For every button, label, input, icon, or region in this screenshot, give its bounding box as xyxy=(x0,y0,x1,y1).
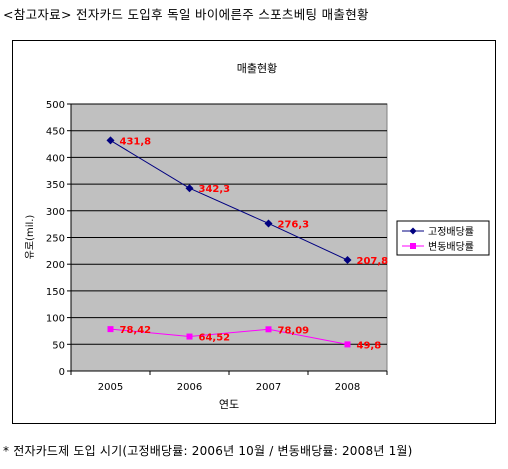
data-label: 207,8 xyxy=(357,256,389,267)
legend-marker xyxy=(409,227,417,235)
x-tick-label: 2008 xyxy=(335,382,360,393)
footnote: * 전자카드제 도입 시기(고정배당률: 2006년 10월 / 변동배당률: … xyxy=(3,444,413,458)
data-label: 431,8 xyxy=(120,136,152,147)
data-label: 78,42 xyxy=(120,325,152,336)
y-tick-label: 50 xyxy=(52,340,65,351)
y-tick-label: 300 xyxy=(46,207,65,218)
data-point xyxy=(344,341,351,348)
y-tick-label: 450 xyxy=(46,127,65,138)
x-tick-label: 2006 xyxy=(177,382,202,393)
data-label: 49,8 xyxy=(357,340,382,351)
legend-label: 고정배당률 xyxy=(428,226,474,238)
data-label: 78,09 xyxy=(278,325,310,336)
data-label: 342,3 xyxy=(199,184,231,195)
legend-marker xyxy=(410,243,416,249)
y-tick-label: 200 xyxy=(46,260,65,271)
data-point xyxy=(265,326,272,333)
series-group xyxy=(106,136,352,348)
data-labels: 431,8 342,3 276,3 207,8 78,42 64,52 78,09 49,8 xyxy=(120,136,389,351)
series-line xyxy=(110,139,348,261)
data-point xyxy=(107,326,114,333)
x-axis-label: 연도 xyxy=(219,398,239,411)
data-point xyxy=(343,256,352,265)
x-axis-ticks: 2005 2006 2007 2008 xyxy=(70,371,388,393)
data-point xyxy=(186,333,193,340)
y-tick-label: 400 xyxy=(46,153,65,164)
legend-box xyxy=(396,220,490,256)
y-tick-label: 100 xyxy=(46,314,65,325)
y-tick-label: 250 xyxy=(46,234,65,245)
legend-label: 변동배당률 xyxy=(428,241,474,253)
data-point xyxy=(264,219,273,228)
data-label: 64,52 xyxy=(199,333,231,344)
sales-line-chart: 매출현황 0 50 100 150 200 250 300 350 400 450 500 2005… xyxy=(24,62,490,411)
y-tick-label: 150 xyxy=(46,287,65,298)
chart-title: 매출현황 xyxy=(237,62,277,75)
data-label: 276,3 xyxy=(278,219,310,230)
chart-container: 매출현황 0 50 100 150 200 250 300 350 400 450 500 2005… xyxy=(12,40,496,424)
page-heading: <참고자료> 전자카드 도입후 독일 바이에른주 스포츠베팅 매출현황 xyxy=(3,7,369,22)
data-point xyxy=(106,136,115,145)
y-tick-label: 500 xyxy=(46,100,65,111)
x-tick-label: 2007 xyxy=(256,382,281,393)
y-tick-label: 350 xyxy=(46,180,65,191)
gridlines xyxy=(71,103,387,345)
series-line xyxy=(110,328,348,345)
y-axis-label: 유로(mil.) xyxy=(24,215,36,260)
data-point xyxy=(185,184,194,193)
x-tick-label: 2005 xyxy=(98,382,123,393)
y-tick-label: 0 xyxy=(59,367,65,378)
